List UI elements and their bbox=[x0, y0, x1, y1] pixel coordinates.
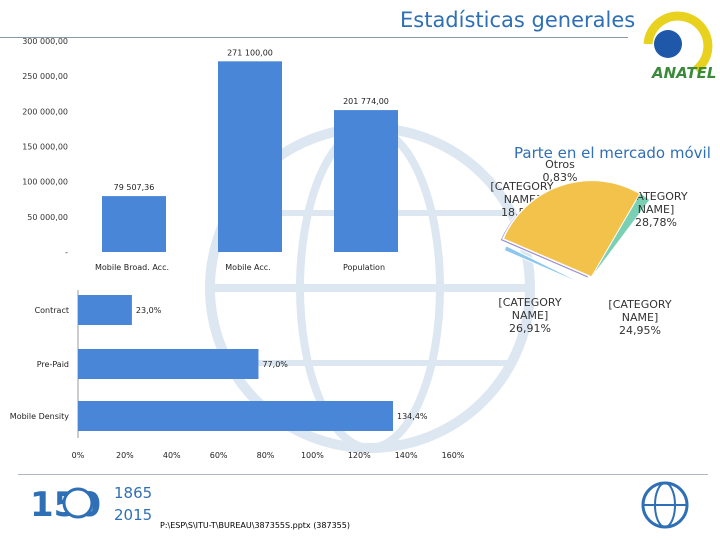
category-label: Mobile Density bbox=[10, 412, 69, 421]
bar bbox=[78, 401, 393, 431]
y-tick-label: 100 000,00 bbox=[22, 178, 68, 187]
bar-value-label: 79 507,36 bbox=[114, 183, 155, 192]
x-tick-label: 0% bbox=[72, 451, 85, 460]
page-title: Estadísticas generales bbox=[400, 8, 636, 32]
pie-slice bbox=[503, 245, 593, 289]
anatel-brand-text: ANATEL bbox=[652, 64, 717, 82]
chart-title: Parte en el mercado móvil bbox=[514, 144, 711, 162]
bar-value-label: 77,0% bbox=[262, 360, 288, 369]
title-divider bbox=[0, 37, 628, 38]
x-tick-label: 80% bbox=[257, 451, 275, 460]
itu-globe-icon bbox=[641, 481, 689, 529]
y-tick-label: 50 000,00 bbox=[27, 213, 68, 222]
category-label: Population bbox=[343, 263, 385, 272]
x-tick-label: 120% bbox=[348, 451, 371, 460]
pie-slice-label: [CATEGORY NAME] 26,91% bbox=[498, 296, 561, 335]
logo-year-bottom: 2015 bbox=[114, 506, 152, 524]
bar bbox=[78, 349, 259, 379]
logo-year-top: 1865 bbox=[114, 484, 152, 502]
anatel-logo-icon bbox=[643, 11, 713, 74]
category-label: Mobile Broad. Acc. bbox=[95, 263, 169, 272]
footer-file-path: P:\ESP\S\ITU-T\BUREAU\387355S.pptx (3873… bbox=[160, 521, 350, 530]
y-tick-label: - bbox=[65, 248, 68, 257]
x-tick-label: 140% bbox=[395, 451, 418, 460]
vertical-bar-chart: 300 000,00 250 000,00 200 000,00 150 000,00… bbox=[22, 37, 398, 272]
y-tick-label: 250 000,00 bbox=[22, 72, 68, 81]
bar bbox=[218, 61, 282, 253]
bar bbox=[78, 295, 132, 325]
x-tick-label: 20% bbox=[116, 451, 134, 460]
y-tick-label: 200 000,00 bbox=[22, 107, 68, 116]
bar-value-label: 201 774,00 bbox=[343, 97, 389, 106]
horizontal-bar-chart: 23,0% Contract 77,0% Pre-Paid 134,4% Mobile D… bbox=[10, 290, 465, 460]
pie-slice bbox=[502, 180, 641, 278]
x-tick-label: 160% bbox=[442, 451, 465, 460]
bar bbox=[334, 110, 398, 252]
bar bbox=[102, 196, 166, 252]
bar-value-label: 134,4% bbox=[397, 412, 428, 421]
x-tick-label: 60% bbox=[210, 451, 228, 460]
pie-slice-label: [CATEGORY NAME] 28,78% bbox=[624, 190, 687, 229]
footer-divider bbox=[18, 474, 708, 475]
y-tick-label: 300 000,00 bbox=[22, 37, 68, 46]
bar-value-label: 23,0% bbox=[136, 306, 162, 315]
category-label: Mobile Acc. bbox=[225, 263, 270, 272]
x-tick-label: 100% bbox=[301, 451, 324, 460]
category-label: Pre-Paid bbox=[37, 360, 69, 369]
x-tick-label: 40% bbox=[163, 451, 181, 460]
itu-150-logo-icon: 150 1865 2015 bbox=[30, 484, 152, 525]
bar-value-label: 271 100,00 bbox=[227, 48, 273, 57]
pie-slice-label: [CATEGORY NAME] 24,95% bbox=[608, 298, 671, 337]
category-label: Contract bbox=[35, 306, 69, 315]
y-tick-label: 150 000,00 bbox=[22, 143, 68, 152]
pie-chart: Parte en el mercado móvil[CATEGORYNAME]1… bbox=[490, 144, 711, 337]
pie-slice-label: Otros 0,83% bbox=[543, 158, 578, 184]
